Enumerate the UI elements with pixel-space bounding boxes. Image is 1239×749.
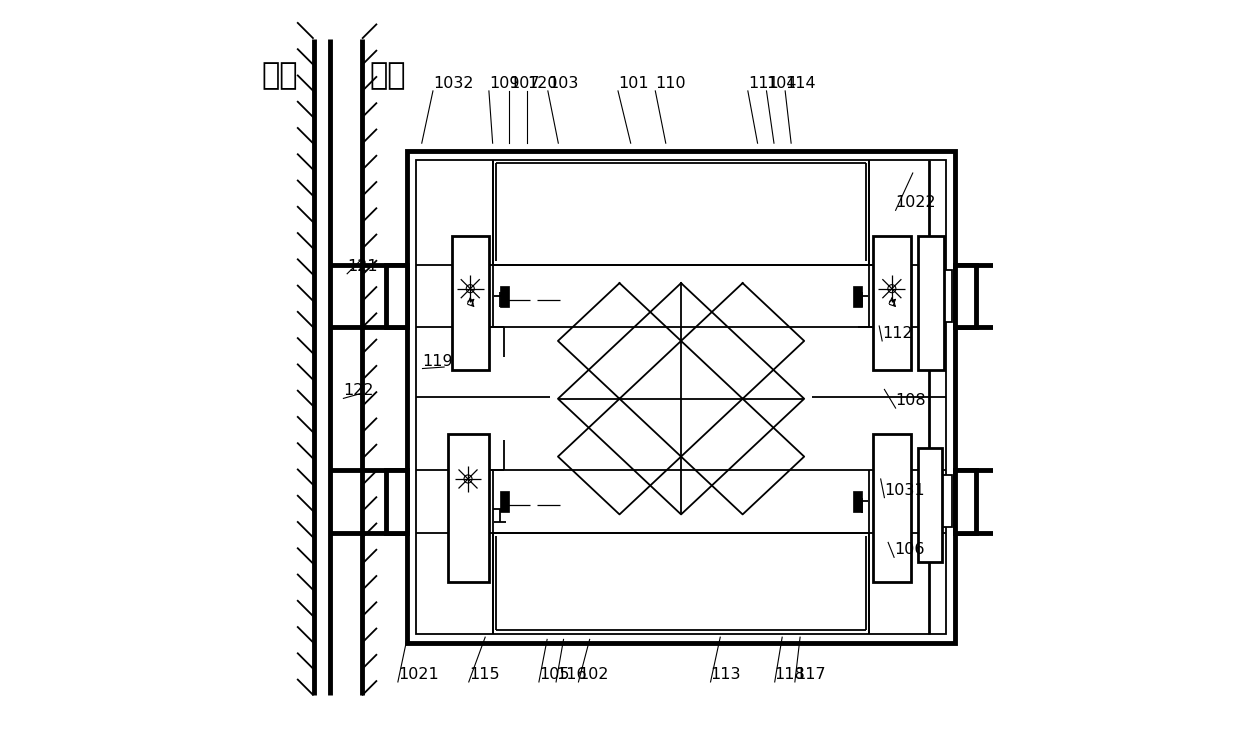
Text: 101: 101 xyxy=(618,76,649,91)
Text: 室内: 室内 xyxy=(369,61,406,90)
Text: 121: 121 xyxy=(347,258,378,274)
Text: 122: 122 xyxy=(343,383,374,398)
Text: 105: 105 xyxy=(539,667,570,682)
Text: 120: 120 xyxy=(527,76,558,91)
Bar xyxy=(385,265,406,327)
Text: 108: 108 xyxy=(896,393,927,408)
Bar xyxy=(918,448,942,562)
Bar xyxy=(416,160,947,634)
Bar xyxy=(955,470,976,533)
Text: 112: 112 xyxy=(882,326,913,341)
Text: 106: 106 xyxy=(895,542,924,557)
Bar xyxy=(933,270,952,322)
Bar xyxy=(955,265,976,327)
Text: 115: 115 xyxy=(468,667,499,682)
Bar xyxy=(854,491,862,512)
Bar xyxy=(501,491,509,512)
Bar xyxy=(451,236,489,370)
Bar xyxy=(854,285,862,306)
Bar xyxy=(873,434,911,582)
Text: 117: 117 xyxy=(795,667,825,682)
Text: 107: 107 xyxy=(509,76,539,91)
Text: 1021: 1021 xyxy=(398,667,439,682)
Text: 102: 102 xyxy=(579,667,608,682)
Bar xyxy=(918,236,944,370)
Bar xyxy=(873,236,911,370)
Bar xyxy=(447,434,489,582)
Text: 113: 113 xyxy=(710,667,741,682)
Text: 1032: 1032 xyxy=(432,76,473,91)
Text: 室外: 室外 xyxy=(261,61,297,90)
Bar xyxy=(385,470,406,533)
Text: 1031: 1031 xyxy=(885,482,926,497)
Text: 119: 119 xyxy=(422,354,453,369)
Text: 109: 109 xyxy=(489,76,519,91)
Text: 118: 118 xyxy=(774,667,805,682)
Bar xyxy=(933,475,952,527)
Bar xyxy=(501,285,509,306)
Bar xyxy=(406,151,955,643)
Text: 114: 114 xyxy=(786,76,815,91)
Text: 116: 116 xyxy=(556,667,587,682)
Text: 111: 111 xyxy=(748,76,778,91)
Text: 1022: 1022 xyxy=(896,195,937,210)
Text: 103: 103 xyxy=(548,76,579,91)
Text: 110: 110 xyxy=(655,76,686,91)
Text: 104: 104 xyxy=(767,76,797,91)
